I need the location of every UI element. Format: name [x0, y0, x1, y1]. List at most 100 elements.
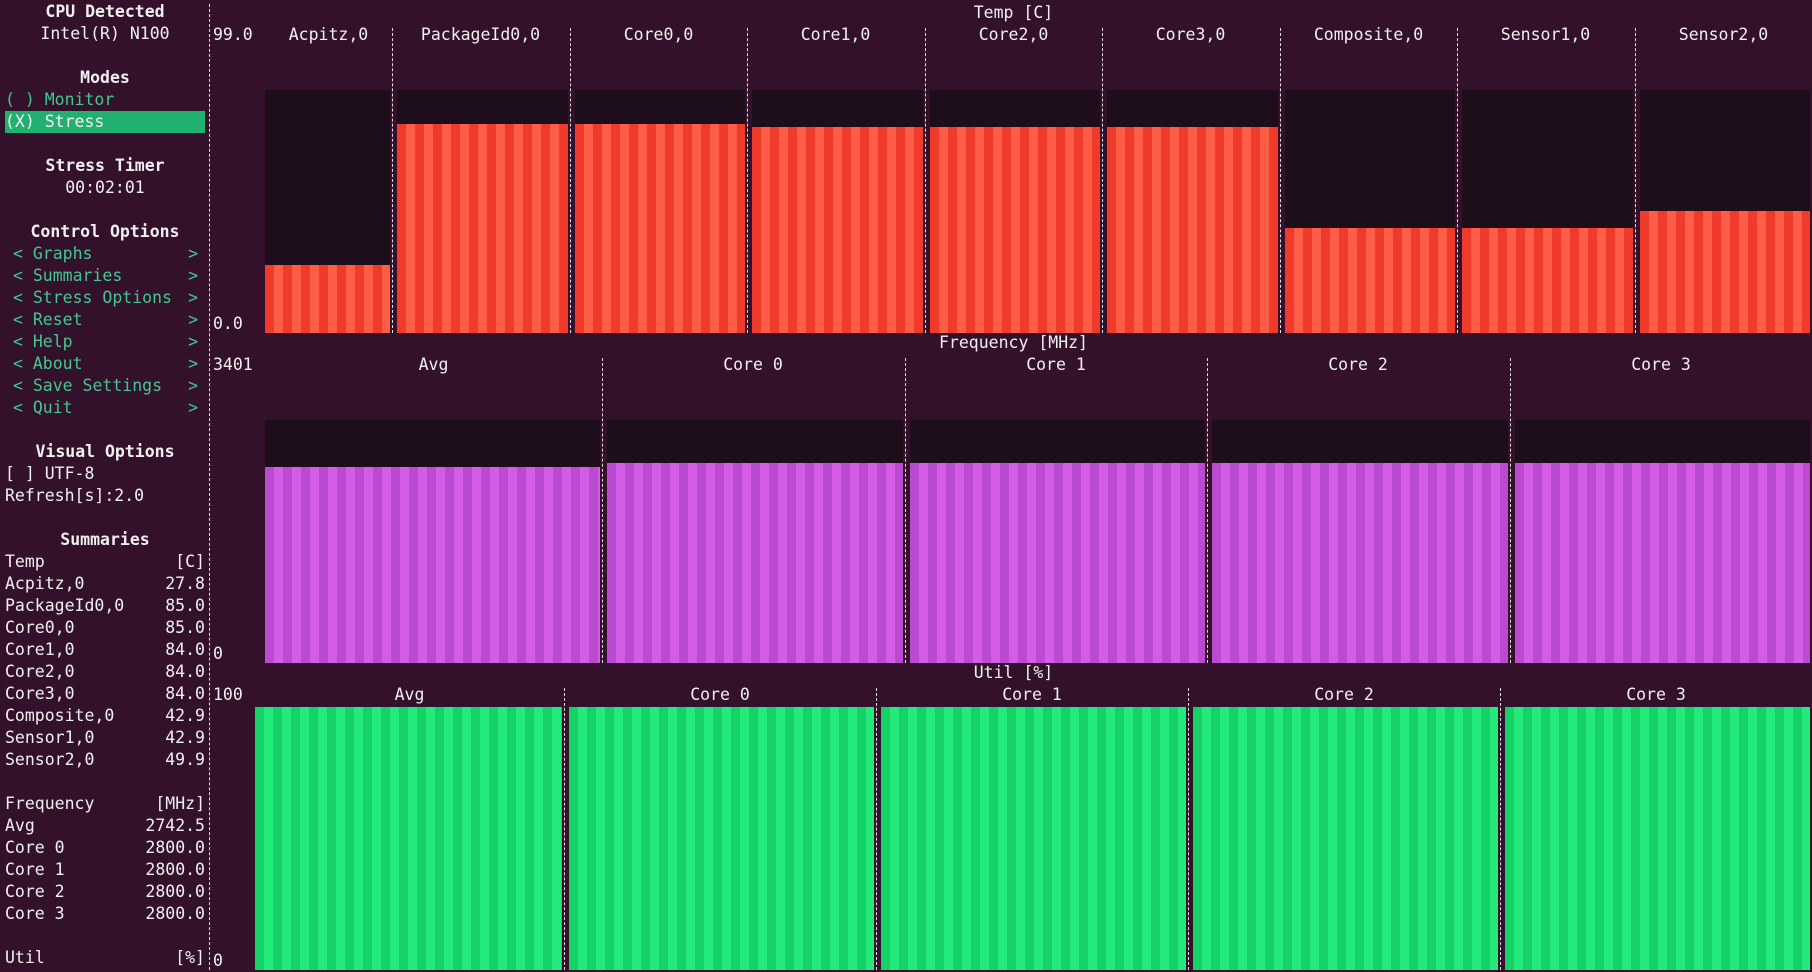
sidebar: CPU Detected Intel(R) N100 Modes ( ) Mon… [0, 0, 215, 970]
control-option-label: < Save Settings [13, 376, 163, 395]
freq-column-label: Core 2 [1328, 355, 1388, 374]
control-option-label: < Quit [13, 398, 73, 417]
freq-column-plot [1212, 420, 1508, 663]
temp-column-plot [930, 90, 1100, 333]
temp-axis-max-label: 99.0 [213, 25, 253, 44]
control-option-item[interactable]: < About > [13, 353, 198, 375]
freq-column-plot [910, 420, 1205, 663]
summary-label: Sensor2,0 [5, 750, 95, 769]
mode-monitor-radio[interactable]: ( ) Monitor [5, 90, 115, 109]
util-bar [881, 707, 1186, 970]
temp-bar [575, 124, 745, 333]
summary-value: 2800.0 [145, 904, 205, 923]
temp-bar [1640, 211, 1810, 333]
summary-row: Core 1 2800.0 [5, 859, 205, 881]
summary-label: Core 1 [5, 860, 65, 879]
freq-column-label: Avg [418, 355, 449, 374]
util-column-separator [1500, 688, 1501, 970]
control-option-label: < Help [13, 332, 73, 351]
temp-column-plot [1640, 90, 1810, 333]
temp-column-label: Acpitz,0 [288, 25, 369, 44]
temp-axis-min-label: 0.0 [213, 314, 243, 333]
summary-label: Core2,0 [5, 662, 75, 681]
temp-column-plot [397, 90, 568, 333]
control-option-item[interactable]: < Save Settings > [13, 375, 198, 397]
modes-title: Modes [80, 68, 130, 87]
control-option-label: < Stress Options [13, 288, 172, 307]
control-option-item[interactable]: < Summaries > [13, 265, 198, 287]
refresh-rate-field[interactable]: Refresh[s]:2.0 [5, 486, 145, 505]
summary-row [5, 771, 205, 793]
freq-column-label: Core 3 [1631, 355, 1691, 374]
mode-stress-radio[interactable]: (X) Stress [5, 111, 205, 133]
temp-bar [1107, 127, 1278, 333]
freq-bar [1212, 463, 1508, 663]
util-bar [1193, 707, 1498, 970]
temp-column-label: Core1,0 [800, 25, 871, 44]
summary-value: [%] [175, 948, 205, 967]
control-option-item[interactable]: < Graphs > [13, 243, 198, 265]
temp-bar [1285, 228, 1455, 333]
freq-column-separator [905, 358, 906, 663]
control-option-item[interactable]: < Stress Options > [13, 287, 198, 309]
control-option-item[interactable]: < Help > [13, 331, 198, 353]
summary-row: Acpitz,0 27.8 [5, 573, 205, 595]
summary-label: PackageId0,0 [5, 596, 125, 615]
util-column-plot [881, 707, 1186, 970]
chevron-right-icon: > [188, 288, 198, 307]
summary-row: Composite,0 42.9 [5, 705, 205, 727]
temp-bar [265, 265, 390, 333]
visual-options-title: Visual Options [35, 442, 175, 461]
summary-row: Frequency [MHz] [5, 793, 205, 815]
temp-column-separator [1280, 28, 1281, 333]
temp-column-separator [392, 28, 393, 333]
util-column-label: Core 0 [690, 685, 750, 704]
temp-column-separator [1102, 28, 1103, 333]
summary-label: Core1,0 [5, 640, 75, 659]
chevron-right-icon: > [188, 354, 198, 373]
summary-row: Util [%] [5, 947, 205, 969]
summary-value: [C] [175, 552, 205, 571]
summary-row: Core 2 2800.0 [5, 881, 205, 903]
temp-column-label: Core3,0 [1155, 25, 1226, 44]
control-option-item[interactable]: < Reset > [13, 309, 198, 331]
temp-column-plot [1107, 90, 1278, 333]
summary-label: Core 0 [5, 838, 65, 857]
util-axis-max-label: 100 [213, 685, 243, 704]
util-column-label: Core 1 [1002, 685, 1062, 704]
freq-column-separator [1510, 358, 1511, 663]
summary-value: 2742.5 [145, 816, 205, 835]
temp-column-separator [1635, 28, 1636, 333]
summary-row: Core 3 2800.0 [5, 903, 205, 925]
temp-column-plot [575, 90, 745, 333]
util-bar [569, 707, 874, 970]
chevron-right-icon: > [188, 376, 198, 395]
summary-value: 42.9 [165, 728, 205, 747]
summary-label: Util [5, 948, 45, 967]
summary-row: Temp [C] [5, 551, 205, 573]
summary-label: Core3,0 [5, 684, 75, 703]
summary-label: Core 2 [5, 882, 65, 901]
summary-value: 2800.0 [145, 882, 205, 901]
summary-value: 84.0 [165, 640, 205, 659]
stress-timer-title: Stress Timer [45, 156, 165, 175]
util-column-separator [876, 688, 877, 970]
freq-graph-title: Frequency [MHz] [938, 333, 1088, 352]
temp-bar [397, 124, 568, 333]
control-options-title: Control Options [30, 222, 180, 241]
control-option-item[interactable]: < Quit > [13, 397, 198, 419]
summary-label: Core 3 [5, 904, 65, 923]
summary-value: [MHz] [155, 794, 205, 813]
summary-label: Avg [5, 816, 35, 835]
summary-row: Core1,0 84.0 [5, 639, 205, 661]
temp-column-label: PackageId0,0 [420, 25, 541, 44]
summary-row: Sensor2,0 49.9 [5, 749, 205, 771]
util-column-plot [569, 707, 874, 970]
summary-row [5, 925, 205, 947]
freq-axis-min-label: 0 [213, 644, 223, 663]
control-option-label: < Summaries [13, 266, 123, 285]
summary-label: Sensor1,0 [5, 728, 95, 747]
utf8-checkbox[interactable]: [ ] UTF-8 [5, 464, 95, 483]
util-column-plot [1505, 707, 1810, 970]
temp-column-plot [265, 90, 390, 333]
